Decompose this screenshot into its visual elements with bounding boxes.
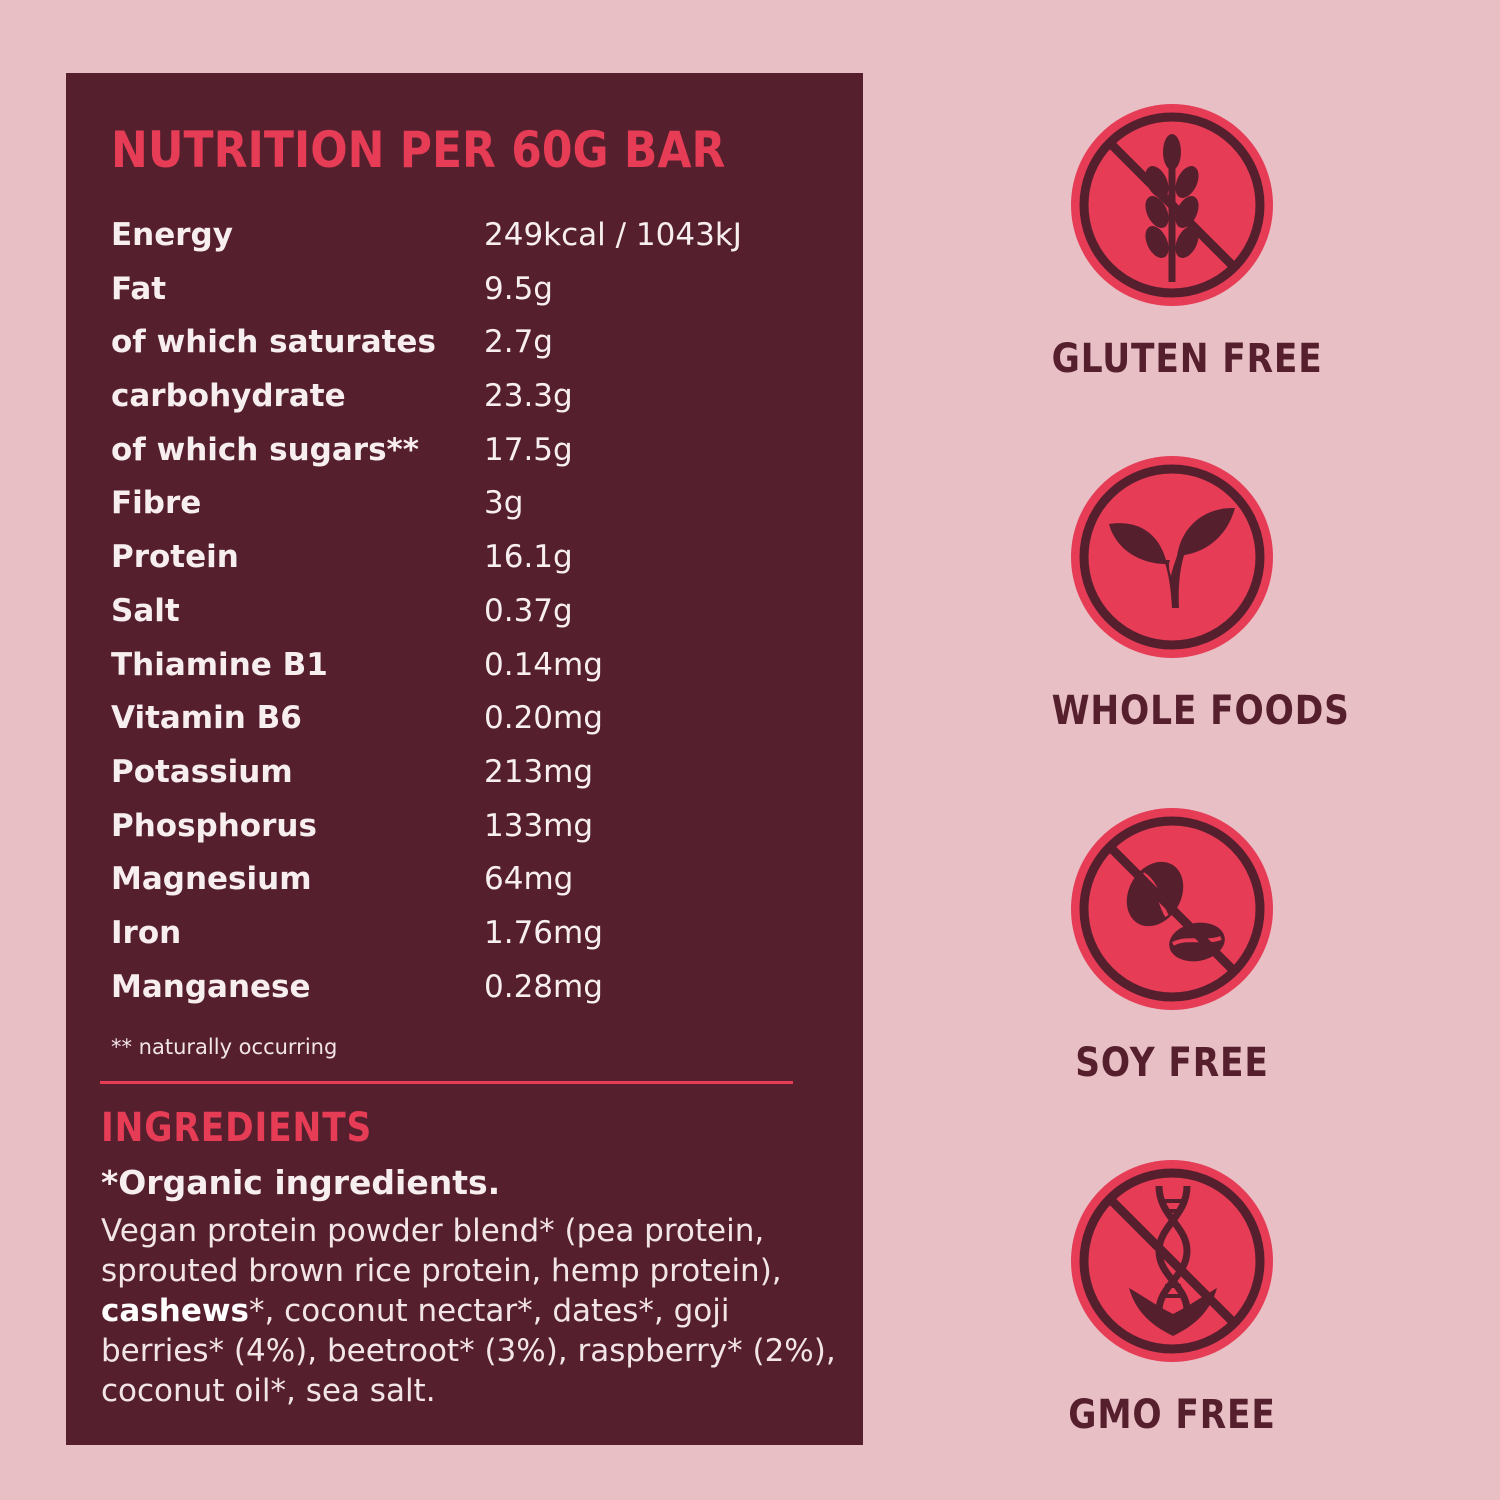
nutrient-name: of which saturates	[111, 324, 436, 361]
nutrient-name: Thiamine B1	[111, 646, 328, 683]
nutrition-row-salt: Salt 0.37g	[111, 587, 811, 641]
nutrition-row-protein: Protein 16.1g	[111, 533, 811, 587]
nutrient-name: Fibre	[111, 485, 202, 522]
nutrient-value: 0.14mg	[484, 646, 603, 683]
nutrient-name: Vitamin B6	[111, 700, 302, 737]
nutrient-value: 0.28mg	[484, 968, 603, 1005]
nutrient-value: 3g	[484, 485, 524, 522]
badge-label: SOY FREE	[1075, 1040, 1269, 1086]
nutrient-value: 0.20mg	[484, 700, 603, 737]
nutrient-name: Iron	[111, 914, 182, 951]
badge-label: WHOLE FOODS	[1051, 688, 1350, 734]
nutrition-table: Energy 249kcal / 1043kJ Fat 9.5g of whic…	[111, 211, 811, 1016]
nutrient-value: 213mg	[484, 753, 594, 790]
badge-label: GLUTEN FREE	[1051, 336, 1323, 382]
allergen-cashews: cashews	[101, 1293, 249, 1329]
no-gmo-icon	[1071, 1160, 1273, 1362]
badge-gluten-free: GLUTEN FREE	[1032, 100, 1323, 382]
badge-gmo-free: GMO FREE	[1032, 1156, 1312, 1438]
nutrition-row-saturates: of which saturates 2.7g	[111, 318, 811, 372]
nutrient-name: Fat	[111, 270, 167, 307]
no-wheat-icon	[1071, 104, 1273, 306]
nutrition-title: NUTRITION PER 60G BAR	[111, 121, 726, 179]
ingredients-title: INGREDIENTS	[101, 1105, 373, 1151]
nutrition-row-phosphorus: Phosphorus 133mg	[111, 802, 811, 856]
nutrient-value: 17.5g	[484, 431, 573, 468]
nutrition-row-potassium: Potassium 213mg	[111, 748, 811, 802]
nutrient-value: 133mg	[484, 807, 594, 844]
ingredients-list: Vegan protein powder blend* (pea protein…	[101, 1211, 851, 1411]
nutrition-row-fat: Fat 9.5g	[111, 265, 811, 319]
nutrient-name: Potassium	[111, 753, 293, 790]
nutrient-name: of which sugars**	[111, 431, 419, 468]
nutrient-name: Magnesium	[111, 861, 312, 898]
nutrient-name: Energy	[111, 217, 233, 253]
nutrient-value: 0.37g	[484, 592, 573, 629]
section-divider	[100, 1081, 793, 1084]
nutrient-name: Phosphorus	[111, 807, 317, 844]
nutrient-value: 64mg	[484, 861, 574, 898]
nutrient-name: Protein	[111, 539, 239, 576]
leaf-sprout-icon	[1071, 456, 1273, 658]
nutrition-row-iron: Iron 1.76mg	[111, 909, 811, 963]
badge-whole-foods: WHOLE FOODS	[1032, 452, 1350, 734]
nutrition-row-vitamin-b6: Vitamin B6 0.20mg	[111, 694, 811, 748]
nutrition-row-energy: Energy 249kcal / 1043kJ	[111, 211, 811, 265]
nutrient-name: carbohydrate	[111, 378, 346, 415]
nutrient-value: 249kcal / 1043kJ	[484, 217, 742, 253]
sugars-footnote: ** naturally occurring	[111, 1035, 338, 1059]
nutrition-panel: NUTRITION PER 60G BAR Energy 249kcal / 1…	[66, 73, 863, 1445]
nutrition-row-manganese: Manganese 0.28mg	[111, 963, 811, 1017]
nutrient-value: 16.1g	[484, 539, 573, 576]
badge-label: GMO FREE	[1068, 1392, 1276, 1438]
nutrient-value: 1.76mg	[484, 914, 603, 951]
ingredients-text-before: Vegan protein powder blend* (pea protein…	[101, 1213, 782, 1289]
nutrient-name: Salt	[111, 592, 180, 629]
nutrition-row-fibre: Fibre 3g	[111, 479, 811, 533]
nutrient-name: Manganese	[111, 968, 311, 1005]
nutrient-value: 23.3g	[484, 378, 573, 415]
badge-soy-free: SOY FREE	[1032, 804, 1312, 1086]
nutrition-row-carbohydrate: carbohydrate 23.3g	[111, 372, 811, 426]
no-soy-icon	[1071, 808, 1273, 1010]
nutrition-row-thiamine: Thiamine B1 0.14mg	[111, 641, 811, 695]
nutrient-value: 9.5g	[484, 270, 553, 307]
nutrition-row-sugars: of which sugars** 17.5g	[111, 426, 811, 480]
ingredients-text-after: *, coconut nectar*, dates*, goji berries…	[101, 1293, 836, 1409]
nutrient-value: 2.7g	[484, 324, 553, 361]
nutrition-row-magnesium: Magnesium 64mg	[111, 855, 811, 909]
ingredients-organic-note: *Organic ingredients.	[101, 1163, 501, 1202]
